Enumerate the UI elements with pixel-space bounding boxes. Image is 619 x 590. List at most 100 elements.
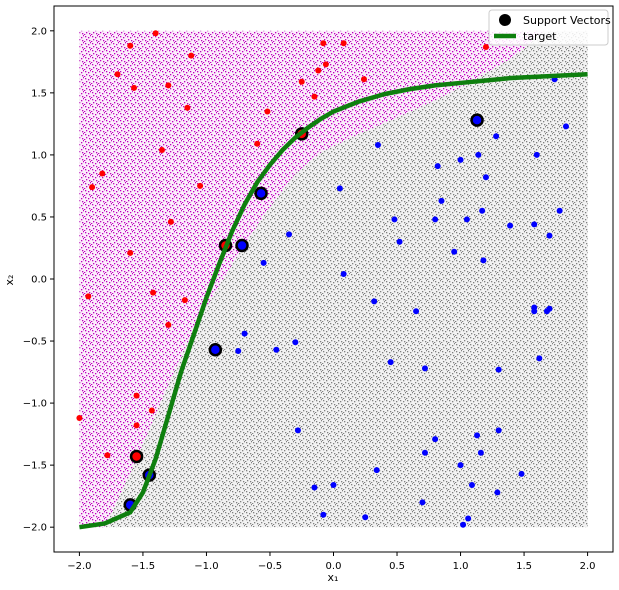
support-vector: [470, 113, 484, 127]
class2-point: [235, 347, 242, 354]
class1-point: [311, 93, 318, 100]
class2-point: [286, 231, 293, 238]
class2-point: [396, 238, 403, 245]
target-curve: [79, 72, 588, 530]
class1-point: [133, 392, 140, 399]
class2-point: [457, 156, 464, 163]
support-vector: [208, 342, 223, 357]
legend-marker-support-vectors: [499, 14, 511, 26]
support-vector: [129, 449, 144, 464]
class2-point: [438, 197, 445, 204]
class1-point: [340, 40, 347, 47]
class2-point: [507, 222, 514, 229]
class2-point: [336, 185, 343, 192]
x-tick-label: −2.0: [67, 561, 91, 572]
class1-region: [79, 30, 544, 528]
class2-point: [493, 133, 500, 140]
x-tick-label: −0.5: [258, 561, 282, 572]
class2-point: [556, 207, 563, 214]
y-tick-label: −2.0: [23, 523, 47, 534]
class1-point: [167, 218, 174, 225]
class2-point: [391, 216, 398, 223]
class2-point: [311, 484, 318, 491]
class2-point: [482, 174, 489, 181]
y-tick-label: −1.0: [23, 399, 47, 410]
class2-point: [362, 514, 369, 521]
class1-point: [89, 184, 96, 191]
class1-point: [133, 422, 140, 429]
class1-point: [360, 76, 367, 83]
class1-point: [197, 182, 204, 189]
class1-point: [254, 140, 261, 147]
class2-point: [294, 427, 301, 434]
class1-point: [315, 67, 322, 74]
class1-point: [127, 42, 134, 49]
class2-point: [531, 221, 538, 228]
class2-point: [432, 216, 439, 223]
class1-point: [152, 30, 159, 37]
x-axis-label: x₁: [328, 571, 339, 584]
class2-point: [495, 427, 502, 434]
x-axis-ticks: −2.0 −1.5 −1.0 −0.5 0.0 0.5 1.0 1.5 2.0: [67, 552, 596, 572]
y-tick-label: 1.0: [31, 150, 47, 161]
class2-point: [533, 151, 540, 158]
class2-point: [434, 163, 441, 170]
class2-point: [495, 366, 502, 373]
class1-point: [85, 293, 92, 300]
y-axis-label: x₂: [3, 275, 16, 286]
class2-point: [474, 432, 481, 439]
class2-point: [536, 355, 543, 362]
class2-point: [421, 449, 428, 456]
x-tick-label: −1.0: [194, 561, 218, 572]
y-axis-ticks: −2.0 −1.5 −1.0 −0.5 0.0 0.5 1.0 1.5 2.0: [23, 26, 54, 534]
y-tick-label: 0.0: [31, 275, 47, 286]
class2-point: [465, 515, 472, 522]
class2-point: [463, 216, 470, 223]
legend-box: [488, 9, 609, 46]
class1-point: [114, 71, 121, 78]
class2-point: [479, 207, 486, 214]
support-vector: [254, 186, 268, 201]
y-tick-label: 0.5: [31, 212, 47, 223]
class1-point: [148, 407, 155, 414]
class2-point: [373, 467, 380, 474]
class1-point: [158, 146, 165, 153]
class2-point: [413, 308, 420, 315]
class1-point: [104, 452, 111, 459]
class2-point: [330, 481, 337, 488]
class1-point: [184, 104, 191, 111]
class2-point: [320, 511, 327, 518]
support-vector: [235, 238, 249, 253]
y-tick-label: −1.5: [23, 461, 47, 472]
class1-point: [131, 84, 138, 91]
class2-point: [421, 365, 428, 372]
class1-point: [165, 321, 172, 328]
class1-point: [127, 249, 134, 256]
data-points: [76, 30, 569, 528]
class1-point: [188, 52, 195, 59]
class1-point: [264, 108, 271, 115]
class2-point: [475, 151, 482, 158]
class2-point: [460, 521, 467, 528]
legend: Support Vectors target: [488, 9, 611, 46]
class1-point: [482, 43, 489, 50]
x-tick-label: 2.0: [580, 561, 596, 572]
class1-point: [298, 78, 305, 85]
class2-point: [340, 271, 347, 278]
y-tick-label: 1.5: [31, 88, 47, 99]
class2-point: [546, 232, 553, 239]
class1-point: [76, 414, 83, 421]
x-tick-label: −1.5: [131, 561, 155, 572]
class2-point: [543, 308, 550, 315]
class2-point: [241, 330, 248, 337]
class1-point: [181, 297, 188, 304]
class2-point: [432, 436, 439, 443]
class1-point: [165, 82, 172, 89]
x-tick-label: 1.0: [453, 561, 469, 572]
class2-point: [531, 308, 538, 315]
class1-point: [322, 61, 329, 68]
class2-point: [374, 141, 381, 148]
class2-point: [273, 346, 280, 353]
class2-point: [480, 257, 487, 264]
